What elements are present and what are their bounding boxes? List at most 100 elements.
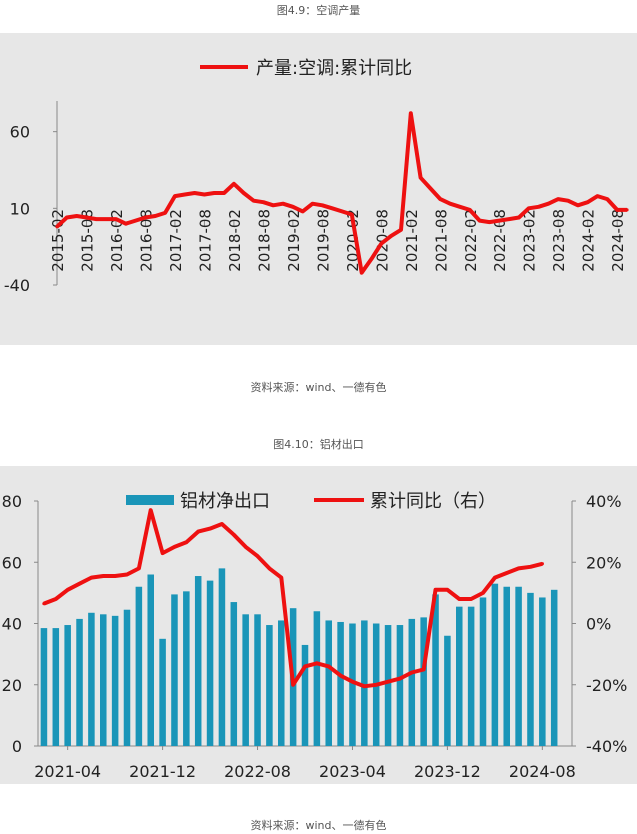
chart2-data-point xyxy=(54,597,58,601)
chart1-data-point xyxy=(477,219,482,223)
chart2-legend-label-bar: 铝材净出口 xyxy=(180,491,270,512)
chart2-data-point xyxy=(125,572,129,577)
chart2-bar xyxy=(64,625,71,746)
chart1-data-point xyxy=(261,200,265,204)
chart2-bar xyxy=(171,594,178,746)
chart1-y-tick-label: 10 xyxy=(10,199,30,218)
chart1-data-point xyxy=(310,202,315,206)
chart2-bar xyxy=(206,580,214,746)
chart1-data-point xyxy=(517,215,521,220)
chart2-data-point xyxy=(208,526,212,531)
chart2-data-point xyxy=(244,545,248,549)
chart2-bar xyxy=(183,591,190,746)
chart1-data-point xyxy=(271,203,275,207)
chart2-bar xyxy=(135,586,143,746)
chart1-data-point xyxy=(419,176,423,180)
chart1-x-tick-label: 2017-08 xyxy=(196,209,214,272)
chart2-y-tick-label: 40 xyxy=(2,615,22,634)
chart1-data-point xyxy=(536,205,541,209)
chart2-bar xyxy=(420,617,427,746)
chart2-x-tick-label: 2021-12 xyxy=(129,762,196,781)
chart1-data-point xyxy=(114,217,118,221)
chart2-data-point xyxy=(42,601,46,606)
chart1-x-tick-label: 2018-08 xyxy=(255,209,273,272)
chart1-data-point xyxy=(360,271,364,275)
chart2-data-point xyxy=(77,582,82,586)
chart2-data-point xyxy=(481,591,485,595)
chart1-data-point xyxy=(458,205,462,209)
chart2-bar xyxy=(515,586,522,746)
chart1-data-point xyxy=(586,200,590,204)
chart2-bar xyxy=(111,615,119,746)
chart2-data-point xyxy=(493,575,497,580)
chart2-data-point xyxy=(66,588,70,592)
chart1-data-point xyxy=(320,203,324,207)
chart2-data-point xyxy=(505,571,509,575)
chart2-y2-tick-label: -20% xyxy=(586,676,627,695)
chart2-x-tick-label: 2022-08 xyxy=(224,762,291,781)
chart1-data-point xyxy=(192,191,197,195)
chart1-data-point xyxy=(576,203,580,207)
chart2-legend-swatch-bar xyxy=(126,495,174,505)
chart1-x-tick-label: 2015-08 xyxy=(78,209,96,272)
chart2-bar xyxy=(123,609,131,746)
chart2-bar xyxy=(337,621,344,746)
chart2-data-point xyxy=(161,551,165,555)
chart2-data-point xyxy=(517,566,521,570)
chart1-data-point xyxy=(55,225,59,229)
chart2-y2-tick-label: 0% xyxy=(586,615,611,634)
chart2-y-tick-label: 60 xyxy=(2,553,22,572)
chart2-data-point xyxy=(232,533,236,537)
chart2-bar xyxy=(218,568,226,746)
chart2-bar xyxy=(230,602,238,746)
chart2-y2-tick-label: 20% xyxy=(586,553,622,572)
chart2-bar xyxy=(52,628,60,746)
chart1-data-point xyxy=(487,220,492,224)
chart2-data-point xyxy=(350,680,355,684)
chart2-data-point xyxy=(410,670,414,675)
chart2-bar xyxy=(527,592,534,746)
chart2-bar xyxy=(88,612,95,746)
chart1-data-point xyxy=(448,202,452,206)
chart1-data-point xyxy=(75,214,79,218)
chart2-data-point xyxy=(220,522,224,526)
chart2-data-point xyxy=(291,683,295,687)
chart2-data-point xyxy=(540,562,544,566)
chart2-bar xyxy=(194,576,202,746)
chart1-x-tick-label: 2019-02 xyxy=(285,209,303,272)
chart1-data-point xyxy=(183,192,187,197)
chart2-bar xyxy=(456,606,463,746)
chart2-y-tick-label: 80 xyxy=(2,492,22,511)
chart2-bar xyxy=(408,618,416,746)
chart1-data-point xyxy=(84,215,89,220)
chart1-data-point xyxy=(438,197,442,201)
chart1-x-tick-label: 2016-02 xyxy=(108,209,126,272)
chart2-data-point xyxy=(303,664,307,668)
chart1-data-point xyxy=(330,206,334,210)
chart1-data-point xyxy=(615,208,619,212)
chart2-data-point xyxy=(457,597,461,601)
chart1-data-point xyxy=(65,215,69,220)
chart2-bar xyxy=(147,574,154,746)
chart1-x-tick-label: 2017-02 xyxy=(167,209,185,272)
chart2-bar xyxy=(40,628,48,746)
chart1-x-tick-label: 2024-08 xyxy=(609,209,627,272)
chart2-bar xyxy=(242,614,249,746)
chart1-data-point xyxy=(163,211,167,215)
chart2-bar xyxy=(278,620,285,746)
chart2-data-point xyxy=(422,667,426,672)
chart1-data-point xyxy=(409,111,413,115)
chart2-bar xyxy=(479,597,487,746)
chart1-data-point xyxy=(625,208,629,212)
chart1-data-point xyxy=(507,217,511,221)
chart2-y-tick-label: 0 xyxy=(12,737,22,756)
chart1-data-point xyxy=(222,191,226,195)
chart2-bar xyxy=(100,614,107,746)
chart2-bar xyxy=(444,635,451,746)
chart1-data-point xyxy=(251,199,256,203)
chart2-bar xyxy=(325,620,332,746)
chart2-caption: 图4.10：铝材出口 xyxy=(273,438,364,451)
chart2-data-point xyxy=(433,588,438,592)
chart1-data-point xyxy=(134,219,138,223)
chart1-data-point xyxy=(428,186,433,190)
